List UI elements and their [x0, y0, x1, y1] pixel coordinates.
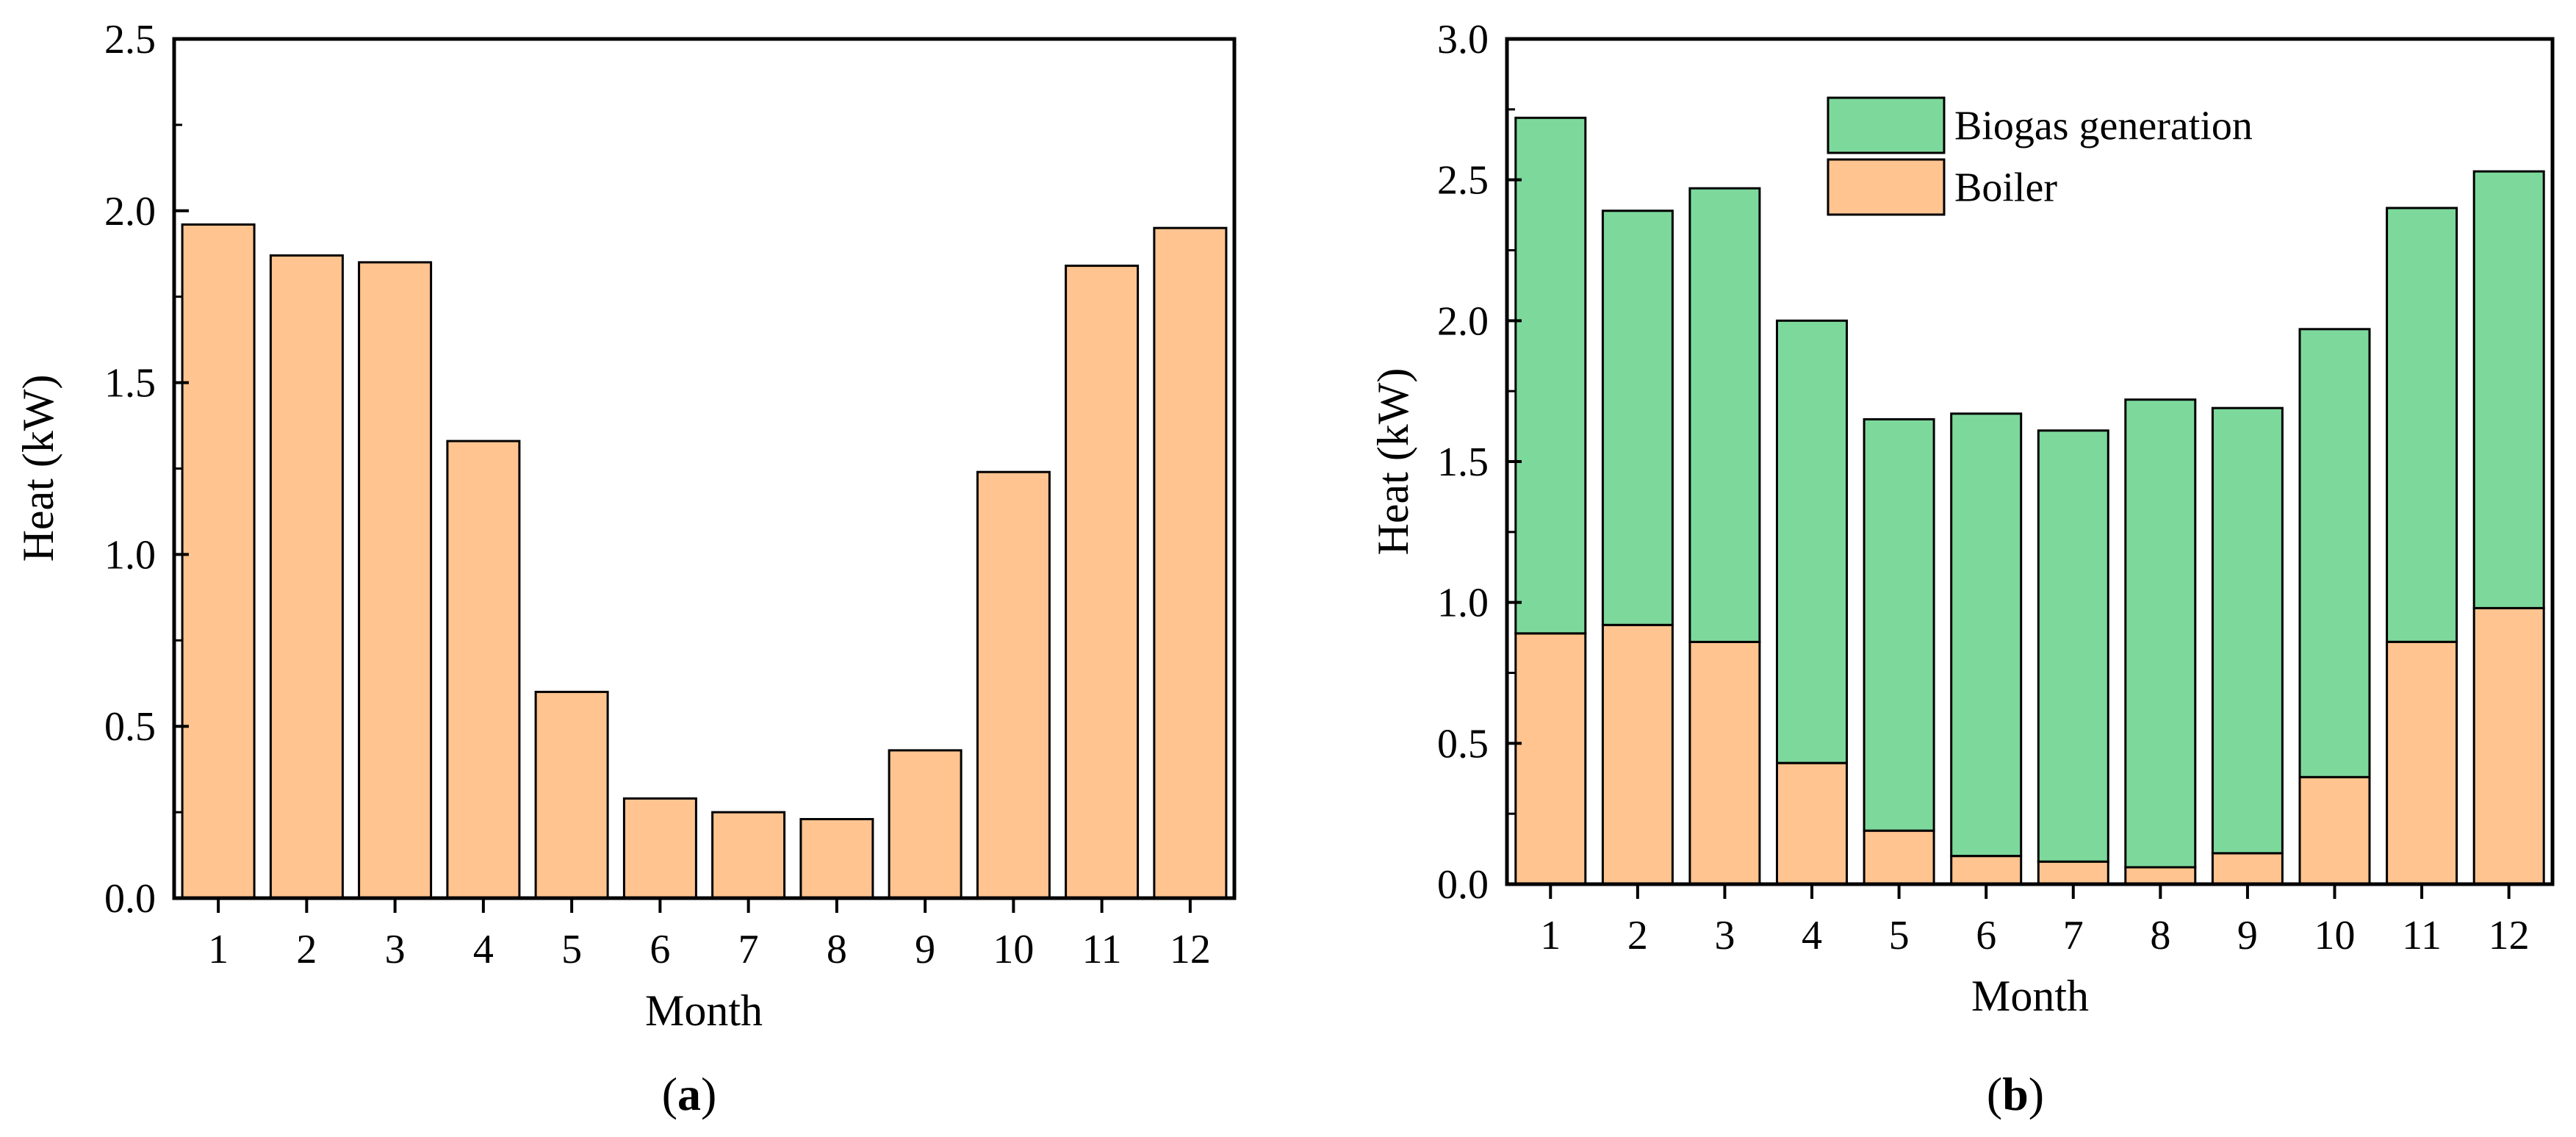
- x-tick-label: 2: [1627, 913, 1648, 958]
- bar-boiler-month-2: [269, 254, 344, 900]
- legend-swatch: [1827, 158, 1946, 216]
- x-tick-label: 12: [2489, 913, 2530, 958]
- x-tick-label: 11: [1082, 927, 1122, 972]
- x-tick-label: 4: [473, 927, 494, 972]
- x-tick-label: 3: [1714, 913, 1735, 958]
- x-tick-label: 9: [915, 927, 935, 972]
- bar-boiler-month-11: [1065, 265, 1140, 900]
- bar-boiler-month-2: [1601, 623, 1674, 886]
- bar-boiler-month-3: [358, 261, 433, 900]
- x-tick-label: 7: [738, 927, 759, 972]
- bar-biogas-generation-month-10: [2298, 328, 2371, 778]
- x-tick-label: 4: [1802, 913, 1822, 958]
- panel-label: (b): [1987, 1068, 2044, 1120]
- x-tick-label: 10: [2314, 913, 2356, 958]
- bar-boiler-month-3: [1688, 640, 1761, 886]
- bar-biogas-generation-month-4: [1776, 319, 1848, 764]
- x-axis-title: Month: [1971, 972, 2089, 1020]
- bar-boiler-month-10: [976, 470, 1051, 900]
- x-tick-label: 12: [1170, 927, 1211, 972]
- y-tick-label: 0.0: [1437, 862, 1489, 908]
- bar-boiler-month-9: [888, 749, 963, 900]
- y-tick-label: 1.0: [1437, 581, 1489, 626]
- bar-boiler-month-12: [1153, 226, 1228, 900]
- x-tick-label: 8: [2150, 913, 2170, 958]
- bar-boiler-month-10: [2298, 775, 2371, 886]
- bar-boiler-month-8: [2124, 866, 2197, 886]
- panel-letter: a: [677, 1068, 701, 1120]
- x-tick-label: 1: [208, 927, 229, 972]
- bar-boiler-month-9: [2211, 852, 2284, 886]
- y-tick-label: 0.5: [104, 704, 156, 750]
- bar-boiler-month-12: [2472, 606, 2545, 886]
- bar-biogas-generation-month-2: [1601, 209, 1674, 626]
- panel-letter: b: [2002, 1068, 2029, 1120]
- y-tick-label: 2.5: [1437, 158, 1489, 204]
- y-tick-label: 1.0: [104, 532, 156, 578]
- y-tick-label: 3.0: [1437, 17, 1489, 62]
- x-tick-label: 9: [2237, 913, 2258, 958]
- bar-boiler-month-7: [711, 811, 786, 900]
- x-axis-title: Month: [645, 986, 763, 1035]
- bar-biogas-generation-month-7: [2037, 429, 2109, 863]
- panel-label: (a): [662, 1068, 717, 1120]
- bar-boiler-month-7: [2037, 860, 2109, 886]
- y-tick-label: 0.0: [104, 876, 156, 922]
- bar-boiler-month-6: [1950, 855, 2023, 886]
- bar-biogas-generation-month-3: [1688, 187, 1761, 643]
- bar-biogas-generation-month-5: [1863, 418, 1935, 832]
- bar-boiler-month-6: [622, 797, 697, 900]
- bar-boiler-month-5: [534, 690, 609, 900]
- bar-biogas-generation-month-9: [2211, 406, 2284, 855]
- bar-biogas-generation-month-8: [2124, 398, 2197, 869]
- bar-boiler-month-8: [799, 818, 874, 900]
- x-tick-label: 5: [561, 927, 582, 972]
- bar-biogas-generation-month-11: [2386, 207, 2458, 643]
- legend: Biogas generation Boiler: [1827, 96, 2253, 216]
- panel-b: 0.00.51.01.52.02.53.01 2 3 4 5 6 7 8 9 10 11 12Mont…: [1369, 17, 2555, 1120]
- bar-boiler-month-1: [181, 223, 256, 900]
- bar-biogas-generation-month-6: [1950, 412, 2023, 858]
- bar-boiler-month-11: [2386, 640, 2458, 886]
- panel-a: 0.00.51.01.52.02.51 2 3 4 5 6 7 8 9 10 11 12MonthHe…: [14, 17, 1237, 1120]
- y-tick-label: 2.0: [104, 189, 156, 234]
- bar-boiler-month-5: [1863, 829, 1935, 886]
- bar-biogas-generation-month-12: [2472, 170, 2545, 609]
- legend-swatch: [1827, 96, 1946, 154]
- x-tick-label: 3: [385, 927, 406, 972]
- x-tick-label: 6: [650, 927, 670, 972]
- y-tick-label: 2.0: [1437, 298, 1489, 344]
- x-tick-label: 5: [1889, 913, 1910, 958]
- y-tick-label: 1.5: [1437, 440, 1489, 485]
- x-tick-label: 6: [1976, 913, 1996, 958]
- x-tick-label: 1: [1540, 913, 1561, 958]
- bar-biogas-generation-month-1: [1514, 116, 1587, 635]
- x-tick-label: 7: [2063, 913, 2084, 958]
- legend-label: Biogas generation: [1954, 104, 2253, 149]
- x-tick-label: 10: [993, 927, 1034, 972]
- y-axis-title: Heat (kW): [14, 375, 62, 562]
- y-axis-title: Heat (kW): [1369, 368, 1417, 556]
- x-tick-label: 2: [296, 927, 317, 972]
- bar-boiler-month-4: [446, 440, 521, 900]
- legend-label: Boiler: [1954, 165, 2057, 211]
- x-tick-label: 11: [2402, 913, 2442, 958]
- bar-boiler-month-4: [1776, 761, 1848, 886]
- y-tick-label: 1.5: [104, 361, 156, 406]
- y-tick-label: 2.5: [104, 17, 156, 62]
- y-tick-label: 0.5: [1437, 721, 1489, 767]
- bar-boiler-month-1: [1514, 632, 1587, 886]
- x-tick-label: 8: [827, 927, 847, 972]
